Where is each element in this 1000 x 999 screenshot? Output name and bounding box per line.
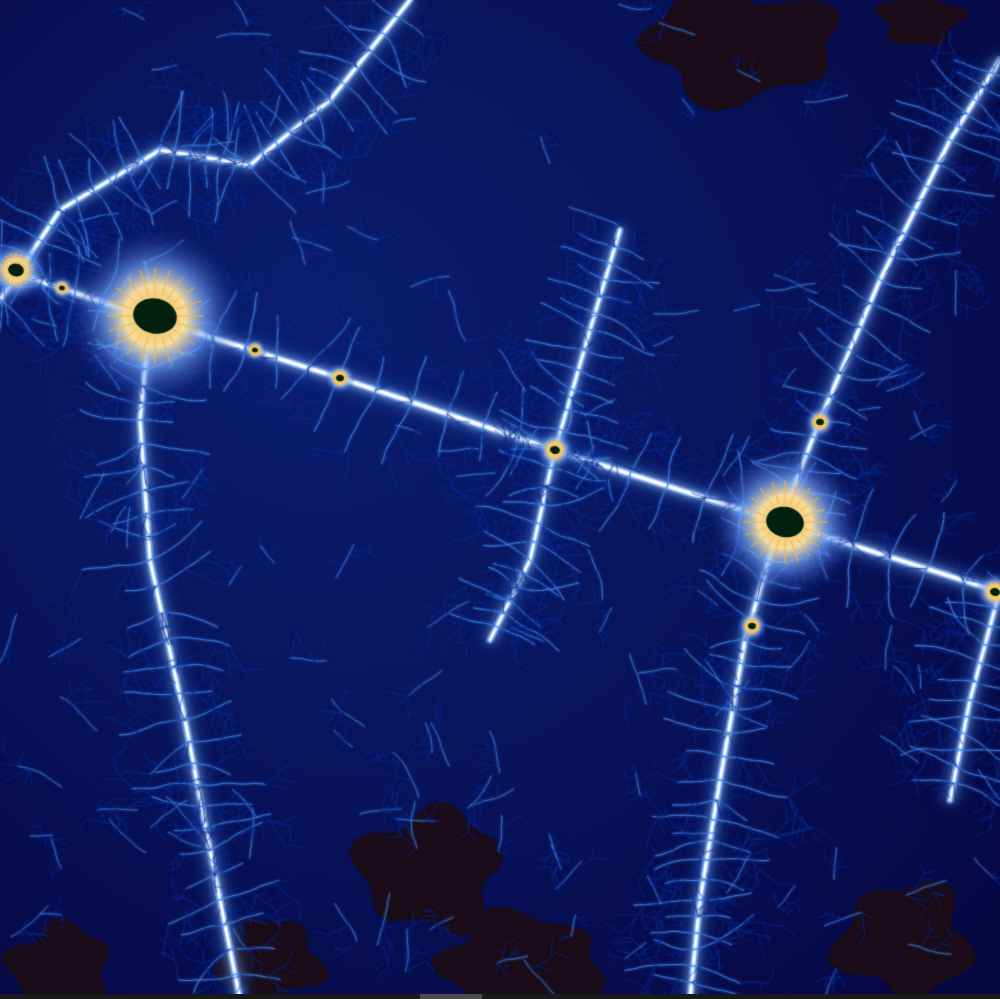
bottom-scrollbar-thumb[interactable] [420,994,482,999]
bottom-scrollbar-track[interactable] [0,994,1000,999]
